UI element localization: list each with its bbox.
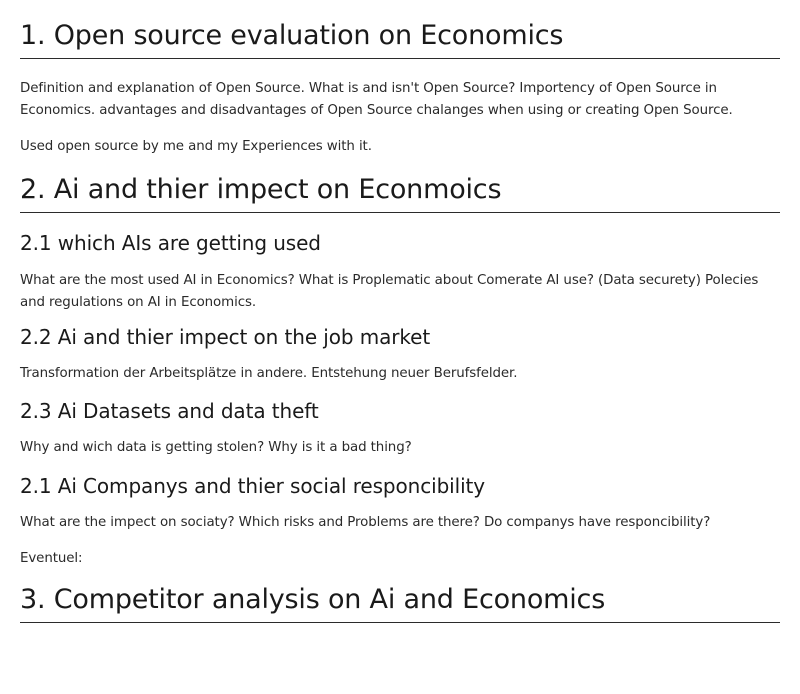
paragraph-social-responsibility: What are the impect on sociaty? Which ri… [20, 515, 711, 530]
paragraph-datasets: Why and wich data is getting stolen? Why… [20, 440, 412, 455]
subsection-heading-datasets: 2.3 Ai Datasets and data theft [20, 399, 319, 423]
paragraph-open-source-experience: Used open source by me and my Experience… [20, 139, 372, 154]
document-body: 1. Open source evaluation on Economics D… [20, 18, 780, 623]
paragraph-eventuel: Eventuel: [20, 551, 83, 566]
paragraph-ais-used: What are the most used AI in Economics? … [20, 273, 759, 310]
subsection-heading-social-responsibility: 2.1 Ai Companys and thier social responc… [20, 474, 486, 498]
section-heading-open-source: 1. Open source evaluation on Economics [20, 18, 780, 59]
subsection-heading-ais-used: 2.1 which AIs are getting used [20, 231, 321, 255]
subsection-heading-job-market: 2.2 Ai and thier impect on the job marke… [20, 325, 431, 349]
section-heading-ai-impact: 2. Ai and thier impect on Econmoics [20, 172, 780, 213]
section-heading-competitor-analysis: 3. Competitor analysis on Ai and Economi… [20, 582, 780, 623]
paragraph-open-source-definition: Definition and explanation of Open Sourc… [20, 81, 733, 118]
paragraph-job-market: Transformation der Arbeitsplätze in ande… [20, 366, 518, 381]
